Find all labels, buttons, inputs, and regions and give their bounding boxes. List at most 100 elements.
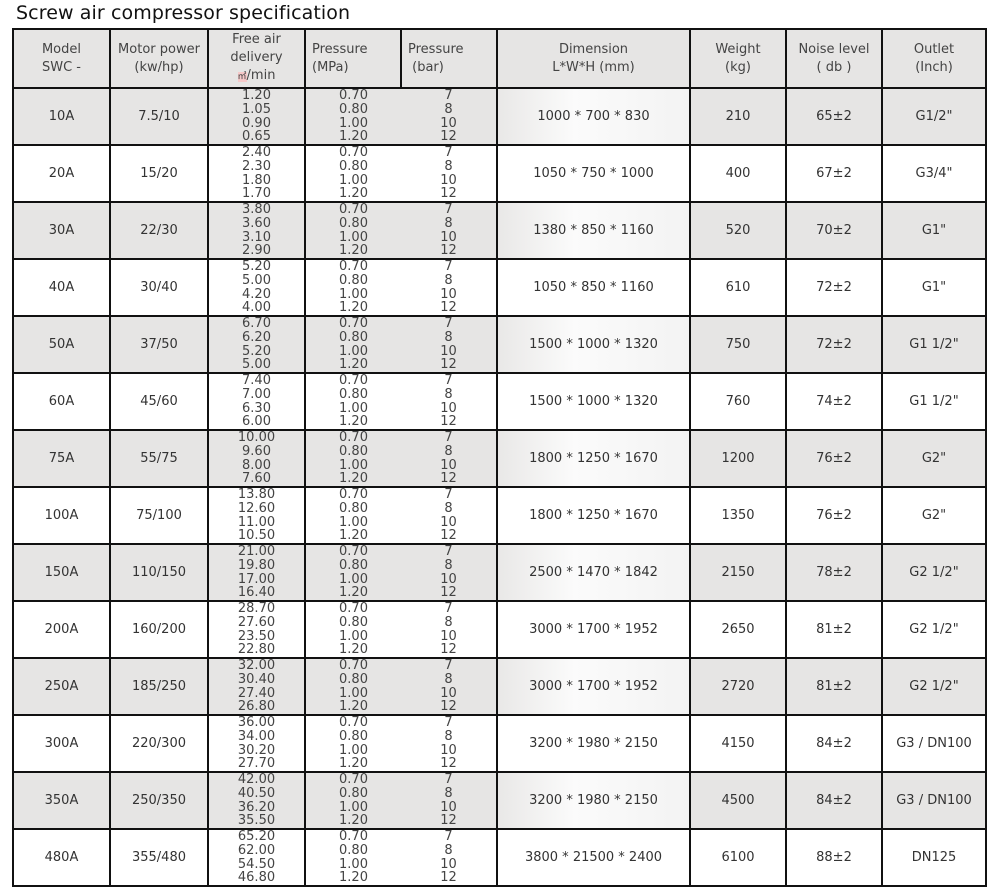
cell-weight: 400 bbox=[689, 144, 787, 203]
cell-motor-power: 45/60 bbox=[109, 372, 209, 431]
cell-weight: 610 bbox=[689, 258, 787, 317]
cell-free-air-delivery: 5.20 5.00 4.20 4.00 bbox=[207, 258, 306, 317]
table-row: 50A 37/50 6.70 6.20 5.20 5.00 0.70 0.80 1.00 1.20… bbox=[12, 315, 987, 374]
cell-motor-power: 160/200 bbox=[109, 600, 209, 659]
table-row: 300A 220/300 36.00 34.00 30.20 27.70 0.70 0.80 1… bbox=[12, 714, 987, 773]
cell-noise-level: 88±2 bbox=[785, 828, 883, 887]
cell-noise-level: 84±2 bbox=[785, 714, 883, 773]
cell-weight: 6100 bbox=[689, 828, 787, 887]
table-row: 250A 185/250 32.00 30.40 27.40 26.80 0.70 0.80 1… bbox=[12, 657, 987, 716]
cell-noise-level: 84±2 bbox=[785, 771, 883, 830]
cell-motor-power: 75/100 bbox=[109, 486, 209, 545]
table-row: 200A 160/200 28.70 27.60 23.50 22.80 0.70 0.80 1… bbox=[12, 600, 987, 659]
cell-model: 75A bbox=[12, 429, 111, 488]
cell-free-air-delivery: 7.40 7.00 6.30 6.00 bbox=[207, 372, 306, 431]
cell-free-air-delivery: 13.80 12.60 11.00 10.50 bbox=[207, 486, 306, 545]
table-row: 60A 45/60 7.40 7.00 6.30 6.00 0.70 0.80 1.00 1.20… bbox=[12, 372, 987, 431]
cell-pressure-bar: 7 8 10 12 bbox=[401, 543, 498, 602]
cell-pressure-bar: 7 8 10 12 bbox=[401, 201, 498, 260]
cell-pressure-mpa: 0.70 0.80 1.00 1.20 bbox=[304, 201, 401, 260]
cell-motor-power: 185/250 bbox=[109, 657, 209, 716]
cell-noise-level: 72±2 bbox=[785, 315, 883, 374]
cell-pressure-bar: 7 8 10 12 bbox=[401, 429, 498, 488]
cell-motor-power: 7.5/10 bbox=[109, 87, 209, 146]
cell-noise-level: 72±2 bbox=[785, 258, 883, 317]
cell-free-air-delivery: 10.00 9.60 8.00 7.60 bbox=[207, 429, 306, 488]
cell-noise-level: 65±2 bbox=[785, 87, 883, 146]
cell-free-air-delivery: 65.20 62.00 54.50 46.80 bbox=[207, 828, 306, 887]
cell-pressure-bar: 7 8 10 12 bbox=[401, 600, 498, 659]
table-row: 100A 75/100 13.80 12.60 11.00 10.50 0.70 0.80 1.… bbox=[12, 486, 987, 545]
cell-outlet: DN125 bbox=[881, 828, 987, 887]
table-row: 40A 30/40 5.20 5.00 4.20 4.00 0.70 0.80 1.00 1.20… bbox=[12, 258, 987, 317]
cell-dimension: 1380 * 850 * 1160 bbox=[496, 201, 691, 260]
cell-noise-level: 74±2 bbox=[785, 372, 883, 431]
cell-free-air-delivery: 21.00 19.80 17.00 16.40 bbox=[207, 543, 306, 602]
cell-dimension: 3200 * 1980 * 2150 bbox=[496, 771, 691, 830]
cell-noise-level: 67±2 bbox=[785, 144, 883, 203]
cell-motor-power: 355/480 bbox=[109, 828, 209, 887]
header-noise-level: Noise level( db ) bbox=[785, 28, 883, 89]
cell-outlet: G2 1/2" bbox=[881, 543, 987, 602]
cell-model: 480A bbox=[12, 828, 111, 887]
cell-dimension: 1050 * 850 * 1160 bbox=[496, 258, 691, 317]
cell-dimension: 1000 * 700 * 830 bbox=[496, 87, 691, 146]
cell-free-air-delivery: 2.40 2.30 1.80 1.70 bbox=[207, 144, 306, 203]
cell-motor-power: 30/40 bbox=[109, 258, 209, 317]
table-row: 350A 250/350 42.00 40.50 36.20 35.50 0.70 0.80 1… bbox=[12, 771, 987, 830]
cell-model: 20A bbox=[12, 144, 111, 203]
cell-pressure-mpa: 0.70 0.80 1.00 1.20 bbox=[304, 657, 401, 716]
cell-pressure-bar: 7 8 10 12 bbox=[401, 714, 498, 773]
cell-noise-level: 76±2 bbox=[785, 429, 883, 488]
cell-model: 250A bbox=[12, 657, 111, 716]
cell-dimension: 1050 * 750 * 1000 bbox=[496, 144, 691, 203]
cell-pressure-mpa: 0.70 0.80 1.00 1.20 bbox=[304, 486, 401, 545]
header-pressure-bar: Pressure (bar) bbox=[400, 28, 498, 89]
cell-pressure-bar: 7 8 10 12 bbox=[401, 315, 498, 374]
cell-outlet: G2 1/2" bbox=[881, 600, 987, 659]
cell-model: 30A bbox=[12, 201, 111, 260]
cell-outlet: G1 1/2" bbox=[881, 372, 987, 431]
cell-weight: 2650 bbox=[689, 600, 787, 659]
cell-model: 40A bbox=[12, 258, 111, 317]
cell-motor-power: 250/350 bbox=[109, 771, 209, 830]
cell-free-air-delivery: 36.00 34.00 30.20 27.70 bbox=[207, 714, 306, 773]
cell-weight: 2720 bbox=[689, 657, 787, 716]
cell-model: 100A bbox=[12, 486, 111, 545]
cell-pressure-bar: 7 8 10 12 bbox=[401, 657, 498, 716]
cell-weight: 210 bbox=[689, 87, 787, 146]
cell-pressure-mpa: 0.70 0.80 1.00 1.20 bbox=[304, 600, 401, 659]
header-row: Model SWC - Motor power (kw/hp) Free air de… bbox=[12, 28, 987, 89]
cell-weight: 4150 bbox=[689, 714, 787, 773]
document-title: Screw air compressor specification bbox=[16, 2, 351, 24]
table-row: 480A 355/480 65.20 62.00 54.50 46.80 0.70 0.80 1… bbox=[12, 828, 987, 887]
cell-motor-power: 15/20 bbox=[109, 144, 209, 203]
cell-weight: 520 bbox=[689, 201, 787, 260]
cell-noise-level: 81±2 bbox=[785, 600, 883, 659]
cell-outlet: G2 1/2" bbox=[881, 657, 987, 716]
cell-outlet: G3/4" bbox=[881, 144, 987, 203]
cell-weight: 1200 bbox=[689, 429, 787, 488]
cell-model: 50A bbox=[12, 315, 111, 374]
header-motor-power: Motor power (kw/hp) bbox=[109, 28, 209, 89]
cell-pressure-bar: 7 8 10 12 bbox=[401, 486, 498, 545]
cell-pressure-mpa: 0.70 0.80 1.00 1.20 bbox=[304, 87, 401, 146]
cell-noise-level: 78±2 bbox=[785, 543, 883, 602]
specification-table: Model SWC - Motor power (kw/hp) Free air de… bbox=[12, 28, 987, 887]
cell-motor-power: 55/75 bbox=[109, 429, 209, 488]
table-row: 30A 22/30 3.80 3.60 3.10 2.90 0.70 0.80 1.00 1.20… bbox=[12, 201, 987, 260]
table-row: 150A 110/150 21.00 19.80 17.00 16.40 0.70 0.80 1… bbox=[12, 543, 987, 602]
cell-weight: 750 bbox=[689, 315, 787, 374]
cell-pressure-bar: 7 8 10 12 bbox=[401, 144, 498, 203]
cell-outlet: G3 / DN100 bbox=[881, 714, 987, 773]
cell-dimension: 2500 * 1470 * 1842 bbox=[496, 543, 691, 602]
cell-outlet: G2" bbox=[881, 486, 987, 545]
cell-dimension: 3200 * 1980 * 2150 bbox=[496, 714, 691, 773]
cell-pressure-bar: 7 8 10 12 bbox=[401, 771, 498, 830]
cell-weight: 1350 bbox=[689, 486, 787, 545]
header-model: Model SWC - bbox=[12, 28, 111, 89]
cell-model: 60A bbox=[12, 372, 111, 431]
cell-pressure-mpa: 0.70 0.80 1.00 1.20 bbox=[304, 315, 401, 374]
cell-pressure-bar: 7 8 10 12 bbox=[401, 258, 498, 317]
cell-outlet: G1" bbox=[881, 258, 987, 317]
